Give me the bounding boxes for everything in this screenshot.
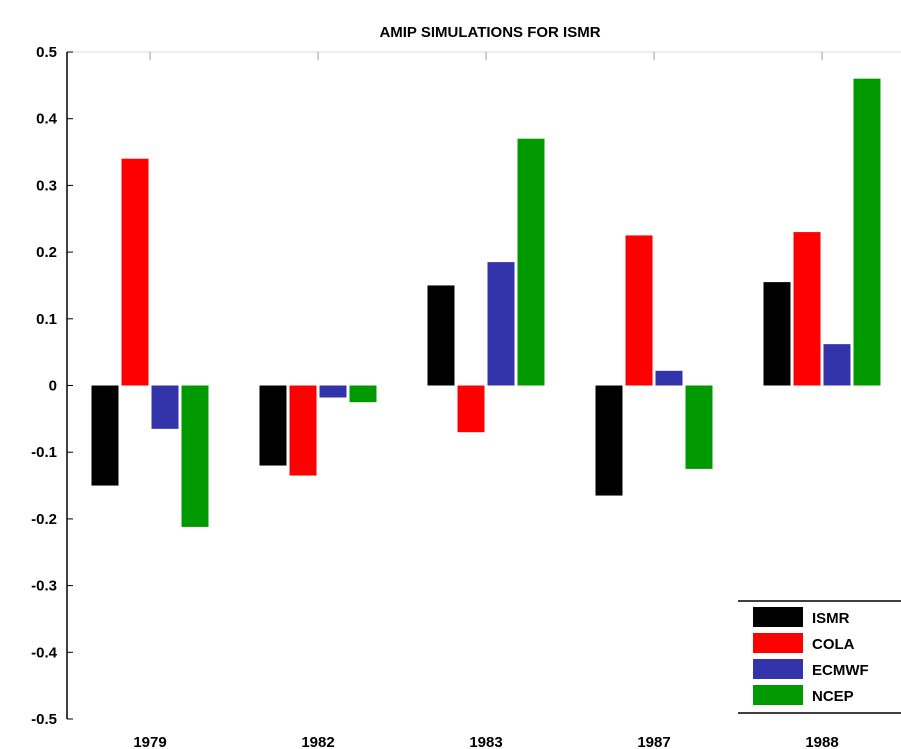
y-tick-label: 0.2 [36,244,57,261]
y-tick-label: 0.1 [36,311,57,328]
bar-ecmwf-1982 [320,386,347,398]
bar-ncep-1987 [686,386,713,469]
bars [92,79,881,527]
bar-cola-1982 [290,386,317,476]
bar-ismr-1988 [764,282,791,385]
y-tick-label: -0.5 [31,711,57,728]
legend: ISMR COLA ECMWF NCEP [738,601,901,713]
legend-label-ncep: NCEP [812,688,854,705]
x-tick-label: 1988 [805,734,838,749]
legend-label-cola: COLA [812,636,855,653]
x-tick-label: 1979 [133,734,166,749]
bar-ismr-1982 [260,386,287,466]
y-tick-label: -0.2 [31,511,57,528]
y-tick-label: -0.1 [31,444,57,461]
x-tick-label: 1983 [469,734,502,749]
bar-ecmwf-1987 [656,371,683,386]
y-tick-label: 0 [49,378,57,395]
bar-cola-1979 [122,159,149,386]
legend-swatch-ncep [753,685,803,705]
bar-cola-1988 [794,232,821,385]
legend-swatch-ecmwf [753,659,803,679]
legend-swatch-ismr [753,607,803,627]
bar-ismr-1979 [92,386,119,486]
bar-ncep-1979 [182,386,209,527]
bar-ecmwf-1983 [488,262,515,385]
legend-label-ismr: ISMR [812,610,850,627]
y-tick-label: -0.4 [31,644,58,661]
y-tick-label: 0.3 [36,177,57,194]
chart-title: AMIP SIMULATIONS FOR ISMR [379,24,600,41]
bar-cola-1983 [458,386,485,433]
bar-ismr-1983 [428,285,455,385]
bar-ecmwf-1988 [824,344,851,385]
bar-ncep-1983 [518,139,545,386]
y-tick-label: -0.3 [31,578,57,595]
x-tick-label: 1987 [637,734,670,749]
y-tick-label: 0.4 [36,111,58,128]
legend-swatch-cola [753,633,803,653]
bar-cola-1987 [626,235,653,385]
y-tick-label: 0.5 [36,44,57,61]
bar-ncep-1988 [854,79,881,386]
bar-ecmwf-1979 [152,386,179,429]
x-tick-label: 1982 [301,734,334,749]
bar-ismr-1987 [596,386,623,496]
legend-label-ecmwf: ECMWF [812,662,869,679]
bar-ncep-1982 [350,386,377,403]
